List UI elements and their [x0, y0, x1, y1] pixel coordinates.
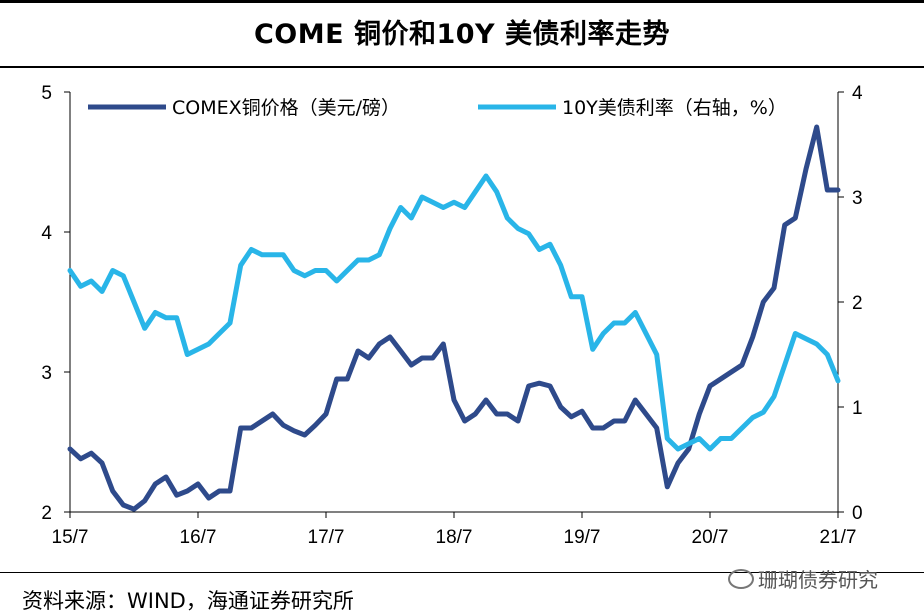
y-left-tick-label: 5: [41, 83, 52, 104]
x-tick-label: 18/7: [436, 527, 473, 548]
y-right-tick-label: 1: [852, 398, 863, 419]
x-tick-label: 19/7: [564, 527, 601, 548]
chart-title: COME 铜价和10Y 美债利率走势: [253, 19, 670, 50]
x-tick-label: 17/7: [308, 527, 345, 548]
x-tick-label: 16/7: [180, 527, 217, 548]
y-right-tick-label: 0: [852, 503, 863, 524]
top-rule: [0, 0, 924, 3]
title-rule: [0, 66, 924, 68]
chart-area: 2 3 4 5 0 1 2 3 4 15/7 16/7 17/7 18/7 19/7 20/7 21/7 CO…: [41, 83, 863, 548]
watermark: 珊瑚债券研究: [728, 564, 878, 593]
source-note: 资料来源：WIND，海通证券研究所: [22, 589, 354, 613]
y-right-tick-label: 3: [852, 188, 863, 209]
axes: 2 3 4 5 0 1 2 3 4 15/7 16/7 17/7 18/7 19/7 20/7 21/7: [41, 83, 863, 548]
legend: COMEX铜价格（美元/磅） 10Y美债利率（右轴，%）: [88, 97, 787, 119]
y-left-tick-label: 3: [41, 363, 52, 384]
legend-label: 10Y美债利率（右轴，%）: [562, 97, 787, 119]
series-line-comex-copper: [67, 124, 841, 512]
x-tick-label: 21/7: [820, 527, 857, 548]
x-tick-label: 20/7: [692, 527, 729, 548]
y-right-tick-label: 2: [852, 293, 863, 314]
legend-label: COMEX铜价格（美元/磅）: [172, 97, 400, 119]
wechat-icon: [728, 568, 754, 589]
y-right-tick-label: 4: [852, 83, 863, 104]
x-tick-label: 15/7: [52, 527, 89, 548]
watermark-text: 珊瑚债券研究: [758, 568, 878, 592]
y-left-tick-label: 2: [41, 503, 52, 524]
series-layer: [67, 124, 841, 512]
bottom-rule: [0, 572, 924, 573]
y-left-tick-label: 4: [41, 223, 52, 244]
series-line-us10y-yield: [67, 173, 841, 452]
